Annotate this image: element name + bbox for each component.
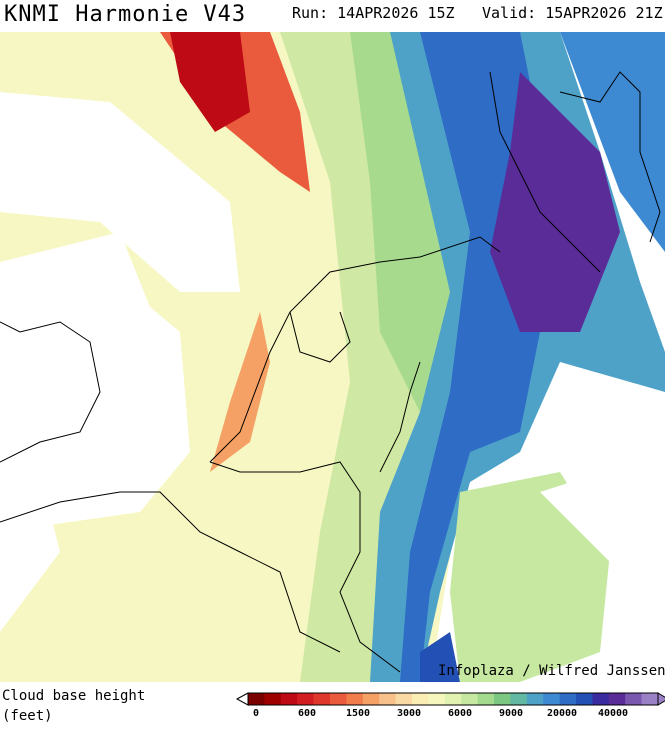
colorbar-swatch xyxy=(346,693,364,705)
colorbar-label: 9000 xyxy=(499,708,523,719)
colorbar-label: 0 xyxy=(253,708,259,719)
colorbar-swatch xyxy=(444,693,462,705)
colorbar-swatch xyxy=(526,693,544,705)
colorbar-label: 3000 xyxy=(397,708,421,719)
legend-title-block: Cloud base height (feet) xyxy=(2,686,145,726)
colorbar-swatch xyxy=(280,693,298,705)
colorbar-swatch xyxy=(477,693,495,705)
title: KNMI Harmonie V43 xyxy=(4,2,247,27)
colorbar-swatch xyxy=(264,693,282,705)
valid-time: Valid: 15APR2026 21Z xyxy=(482,4,663,22)
colorbar-swatch xyxy=(379,693,396,705)
map: Infoplaza / Wilfred Janssen xyxy=(0,32,665,682)
colorbar-swatch xyxy=(576,693,593,705)
colorbar-end xyxy=(235,692,249,706)
colorbar-swatch xyxy=(412,693,429,705)
colorbar-swatch xyxy=(543,693,560,705)
run-time: Run: 14APR2026 15Z xyxy=(292,4,455,22)
colorbar-swatch xyxy=(248,693,265,705)
colorbar-swatch xyxy=(625,693,642,705)
colorbar-label: 20000 xyxy=(547,708,577,719)
colorbar-swatch xyxy=(608,693,626,705)
colorbar: 0 600 1500 3000 6000 9000 20000 40000 xyxy=(235,692,665,719)
colorbar-swatch xyxy=(362,693,380,705)
colorbar-swatch xyxy=(494,693,511,705)
credit: Infoplaza / Wilfred Janssen xyxy=(438,663,665,679)
colorbar-label: 6000 xyxy=(448,708,472,719)
legend-title: Cloud base height xyxy=(2,688,146,704)
colorbar-label: 1500 xyxy=(346,708,370,719)
colorbar-swatch xyxy=(461,693,478,705)
colorbar-swatch xyxy=(313,693,331,705)
colorbar-swatch xyxy=(641,693,659,705)
colorbar-swatch xyxy=(330,693,347,705)
colorbar-swatch xyxy=(592,693,610,705)
colorbar-swatch xyxy=(395,693,413,705)
colorbar-swatch xyxy=(297,693,314,705)
colorbar-swatch xyxy=(510,693,528,705)
colorbar-swatch xyxy=(428,693,446,705)
colorbar-label: 40000 xyxy=(598,708,628,719)
colorbar-end xyxy=(657,692,665,706)
legend-unit: (feet) xyxy=(2,708,53,724)
colorbar-swatch xyxy=(559,693,577,705)
colorbar-label: 600 xyxy=(298,708,316,719)
